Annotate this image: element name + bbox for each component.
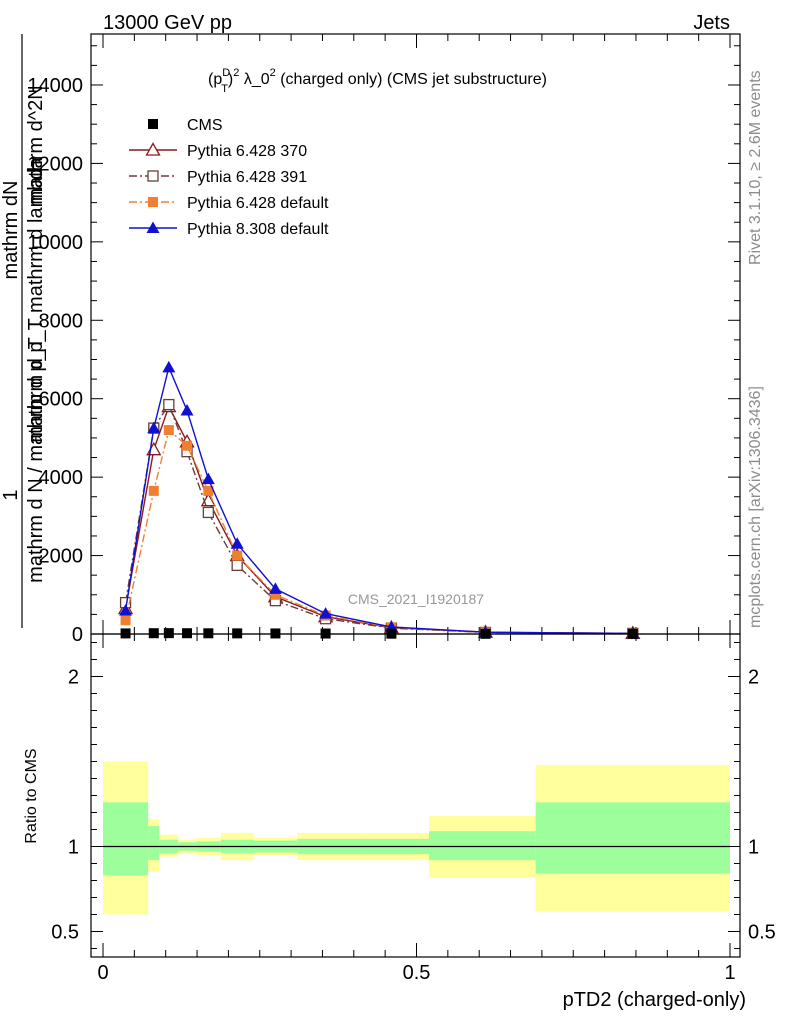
point-cms <box>163 628 174 639</box>
ylabel-frac1-den: mathrm d N / mathrm d p_T <box>25 337 47 583</box>
point-cms <box>203 628 214 639</box>
source-label: mcplots.cern.ch [arXiv:1306.3436] <box>747 386 764 628</box>
analysis-watermark: CMS_2021_I1920187 <box>348 591 484 607</box>
ratio-ytick-label-left: 1 <box>68 837 79 859</box>
point-pythia-6-428-391 <box>163 398 175 411</box>
point-pythia-8-308-default <box>119 603 133 616</box>
title-lambda: λ_0 <box>239 71 269 88</box>
main-ytick-label: 14000 <box>27 75 83 97</box>
legend-label: CMS <box>187 117 223 134</box>
point-pythia-6-428-default <box>270 589 281 600</box>
main-ytick-label: 4000 <box>39 467 84 489</box>
point-pythia-6-428-default <box>203 485 214 496</box>
inner-band-10 <box>535 802 730 874</box>
ratio-ylabel: Ratio to CMS <box>23 748 40 843</box>
point-pythia-6-428-default <box>163 425 174 436</box>
point-pythia-6-428-default <box>232 550 243 561</box>
point-pythia-8-308-default <box>230 537 244 549</box>
point-pythia-8-308-default <box>319 607 333 619</box>
title-close: ) <box>228 71 233 88</box>
point-pythia-8-308-default <box>201 472 215 485</box>
legend-label: Pythia 8.308 default <box>187 221 329 238</box>
inner-band-0 <box>103 802 149 876</box>
point-pythia-6-428-default <box>148 485 159 496</box>
ratio-xtick-label: 0.5 <box>403 962 431 984</box>
ylabel-frac2-num: mathrm d^2N <box>25 85 47 204</box>
main-series <box>117 360 641 640</box>
legend-marker <box>145 142 161 156</box>
point-pythia-6-428-391 <box>231 559 243 572</box>
point-cms <box>148 628 159 639</box>
ylabel-frac2-den: mathrm d p_T mathrm d lambda <box>25 156 47 442</box>
point-cms <box>232 628 243 639</box>
point-pythia-8-308-default <box>162 360 176 373</box>
main-ytick-label: 12000 <box>27 153 83 175</box>
point-pythia-6-428-default <box>182 440 193 451</box>
main-ytick-label: 6000 <box>39 389 84 411</box>
legend-marker <box>146 221 160 233</box>
title-p: (p <box>208 71 222 88</box>
main-ylabel: 1 mathrm dN mathrm d N / mathrm d p_T ma… <box>0 34 47 628</box>
point-pythia-8-308-default <box>180 403 194 416</box>
ratio-xtick-label: 1 <box>724 962 735 984</box>
main-ytick-label: 10000 <box>27 232 83 254</box>
point-pythia-8-308-default <box>268 582 282 594</box>
ratio-ytick-label-right: 1 <box>748 837 759 859</box>
legend-item-pythia-8-308-default: Pythia 8.308 default <box>129 221 329 238</box>
legend-item-pythia-6-428-391: Pythia 6.428 391 <box>129 169 307 186</box>
main-ytick-label: 8000 <box>39 310 84 332</box>
ratio-axes: 0 0.5 1 0.5 0.5 1 1 2 2 <box>51 633 776 984</box>
ratio-ytick-label-left: 2 <box>68 667 79 689</box>
main-ytick-label: 2000 <box>39 546 84 568</box>
legend-marker <box>148 197 158 207</box>
process-label: Jets <box>693 12 730 34</box>
chart-title: (pD T)2 λ_02 (charged only) (CMS jet subs… <box>208 67 547 95</box>
x-axis-label: pTD2 (charged-only) <box>563 989 746 1011</box>
title-sup-2b: 2 <box>270 67 276 79</box>
inner-band-9 <box>429 831 536 861</box>
ylabel-frac1-num: mathrm dN <box>0 181 22 280</box>
inner-band-1 <box>148 826 160 861</box>
legend-label: Pythia 6.428 default <box>187 195 329 212</box>
legend-item-cms: CMS <box>148 117 223 134</box>
energy-label: 13000 GeV pp <box>103 12 232 34</box>
legend-item-pythia-6-428-370: Pythia 6.428 370 <box>129 142 307 160</box>
title-sup-2: 2 <box>233 67 239 79</box>
legend-item-pythia-6-428-default: Pythia 6.428 default <box>129 195 329 212</box>
ratio-ytick-label-right: 0.5 <box>748 922 776 944</box>
title-sub-t: T <box>221 83 228 95</box>
title-rest: (charged only) (CMS jet substructure) <box>276 71 547 88</box>
ratio-ytick-label-left: 0.5 <box>51 922 79 944</box>
legend-label: Pythia 6.428 391 <box>187 169 307 186</box>
ratio-xtick-label: 0 <box>97 962 108 984</box>
legend-label: Pythia 6.428 370 <box>187 143 307 160</box>
ylabel-one: 1 <box>0 489 22 500</box>
main-ytick-label: 0 <box>72 624 83 646</box>
legend: CMS Pythia 6.428 370 Pythia 6.428 391 Pythi… <box>129 117 329 238</box>
title-sup-d: D <box>222 67 230 79</box>
rivet-label: Rivet 3.1.10, ≥ 2.6M events <box>747 70 764 265</box>
legend-marker <box>148 119 158 129</box>
point-pythia-6-428-default <box>120 615 131 626</box>
legend-marker <box>147 170 159 182</box>
point-pythia-8-308-default <box>147 421 161 434</box>
point-pythia-6-428-391 <box>202 506 214 519</box>
point-cms <box>182 628 193 639</box>
ratio-bands <box>103 761 730 915</box>
ratio-ytick-label-right: 2 <box>748 667 759 689</box>
